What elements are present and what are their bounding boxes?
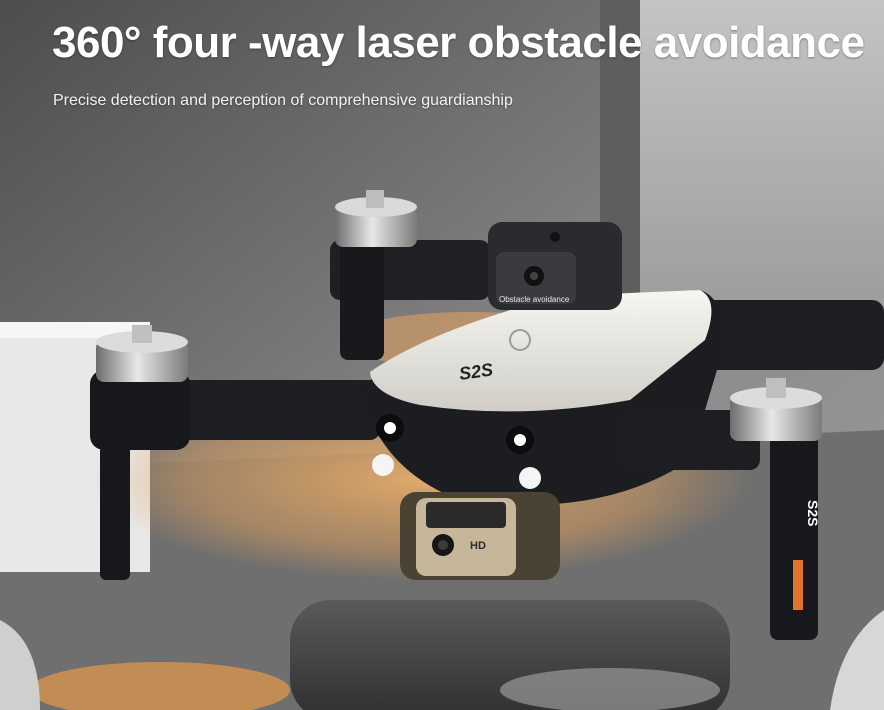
top-shell [370,290,712,412]
camera-badge: HD [470,540,486,552]
led-bottom-left [372,454,394,476]
subheadline: Precise detection and perception of comp… [53,92,513,109]
rear-right-arm [700,300,884,370]
led-bottom-right [519,467,541,489]
front-right-arm [620,410,760,470]
right-wall [640,0,884,330]
top-shell-mark: S2S [458,359,494,384]
orange-reflection [30,662,290,710]
headline: 360° four -way laser obstacle avoidance [52,18,865,67]
front-left-arm [180,380,380,440]
sensor-label: Obstacle avoidance [499,295,570,304]
side-mark: S2S [805,500,821,526]
